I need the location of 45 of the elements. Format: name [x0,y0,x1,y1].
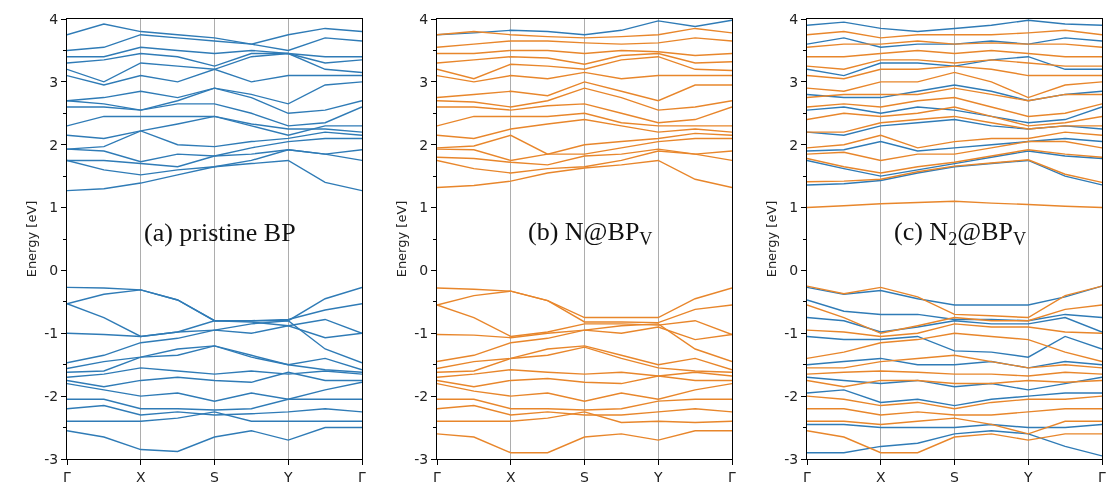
y-axis-title: Energy [eV] [394,200,410,278]
x-tick-label: Γ [433,468,442,485]
y-tick-label: 3 [49,73,59,90]
y-tick-label: 0 [49,262,59,279]
y-tick-label: 4 [49,10,59,27]
x-tick-label: Y [282,468,293,485]
y-tick-label: -2 [414,388,429,405]
y-tick-label: 3 [419,73,429,90]
y-tick-label: 2 [789,136,799,153]
x-tick-label: Γ [803,468,812,485]
x-tick-label: X [875,468,886,485]
annotation: (a) pristine BP [144,218,296,247]
x-tick-label: X [135,468,146,485]
y-tick-label: 1 [49,199,59,216]
y-tick-label: -1 [44,325,59,342]
y-tick-label: 4 [419,10,429,27]
y-tick-label: 1 [419,199,429,216]
y-axis-title: Energy [eV] [24,200,40,278]
y-axis-title: Energy [eV] [764,200,780,278]
annotation: (c) N$_{2}$@BP$_{V}$ [894,217,1027,250]
y-tick-label: -3 [414,450,429,467]
x-tick-label: Γ [63,468,72,485]
x-tick-label: S [580,468,590,485]
x-tick-label: S [210,468,220,485]
y-tick-label: -2 [784,388,799,405]
y-tick-label: -1 [414,325,429,342]
x-tick-label: Y [1022,468,1033,485]
x-tick-label: Γ [1098,468,1107,485]
y-tick-label: 1 [789,199,799,216]
x-tick-label: X [505,468,516,485]
x-tick-label: Γ [358,468,367,485]
y-tick-label: 0 [419,262,429,279]
y-tick-label: 2 [49,136,59,153]
annotation: (b) N@BP$_{V}$ [528,217,653,250]
y-tick-label: -1 [784,325,799,342]
y-tick-label: -2 [44,388,59,405]
y-tick-label: -3 [44,450,59,467]
y-tick-label: 3 [789,73,799,90]
y-tick-label: 2 [419,136,429,153]
x-tick-label: Γ [728,468,737,485]
y-tick-label: 4 [789,10,799,27]
x-tick-label: Y [652,468,663,485]
y-tick-label: 0 [789,262,799,279]
x-tick-label: S [950,468,960,485]
y-tick-label: -3 [784,450,799,467]
